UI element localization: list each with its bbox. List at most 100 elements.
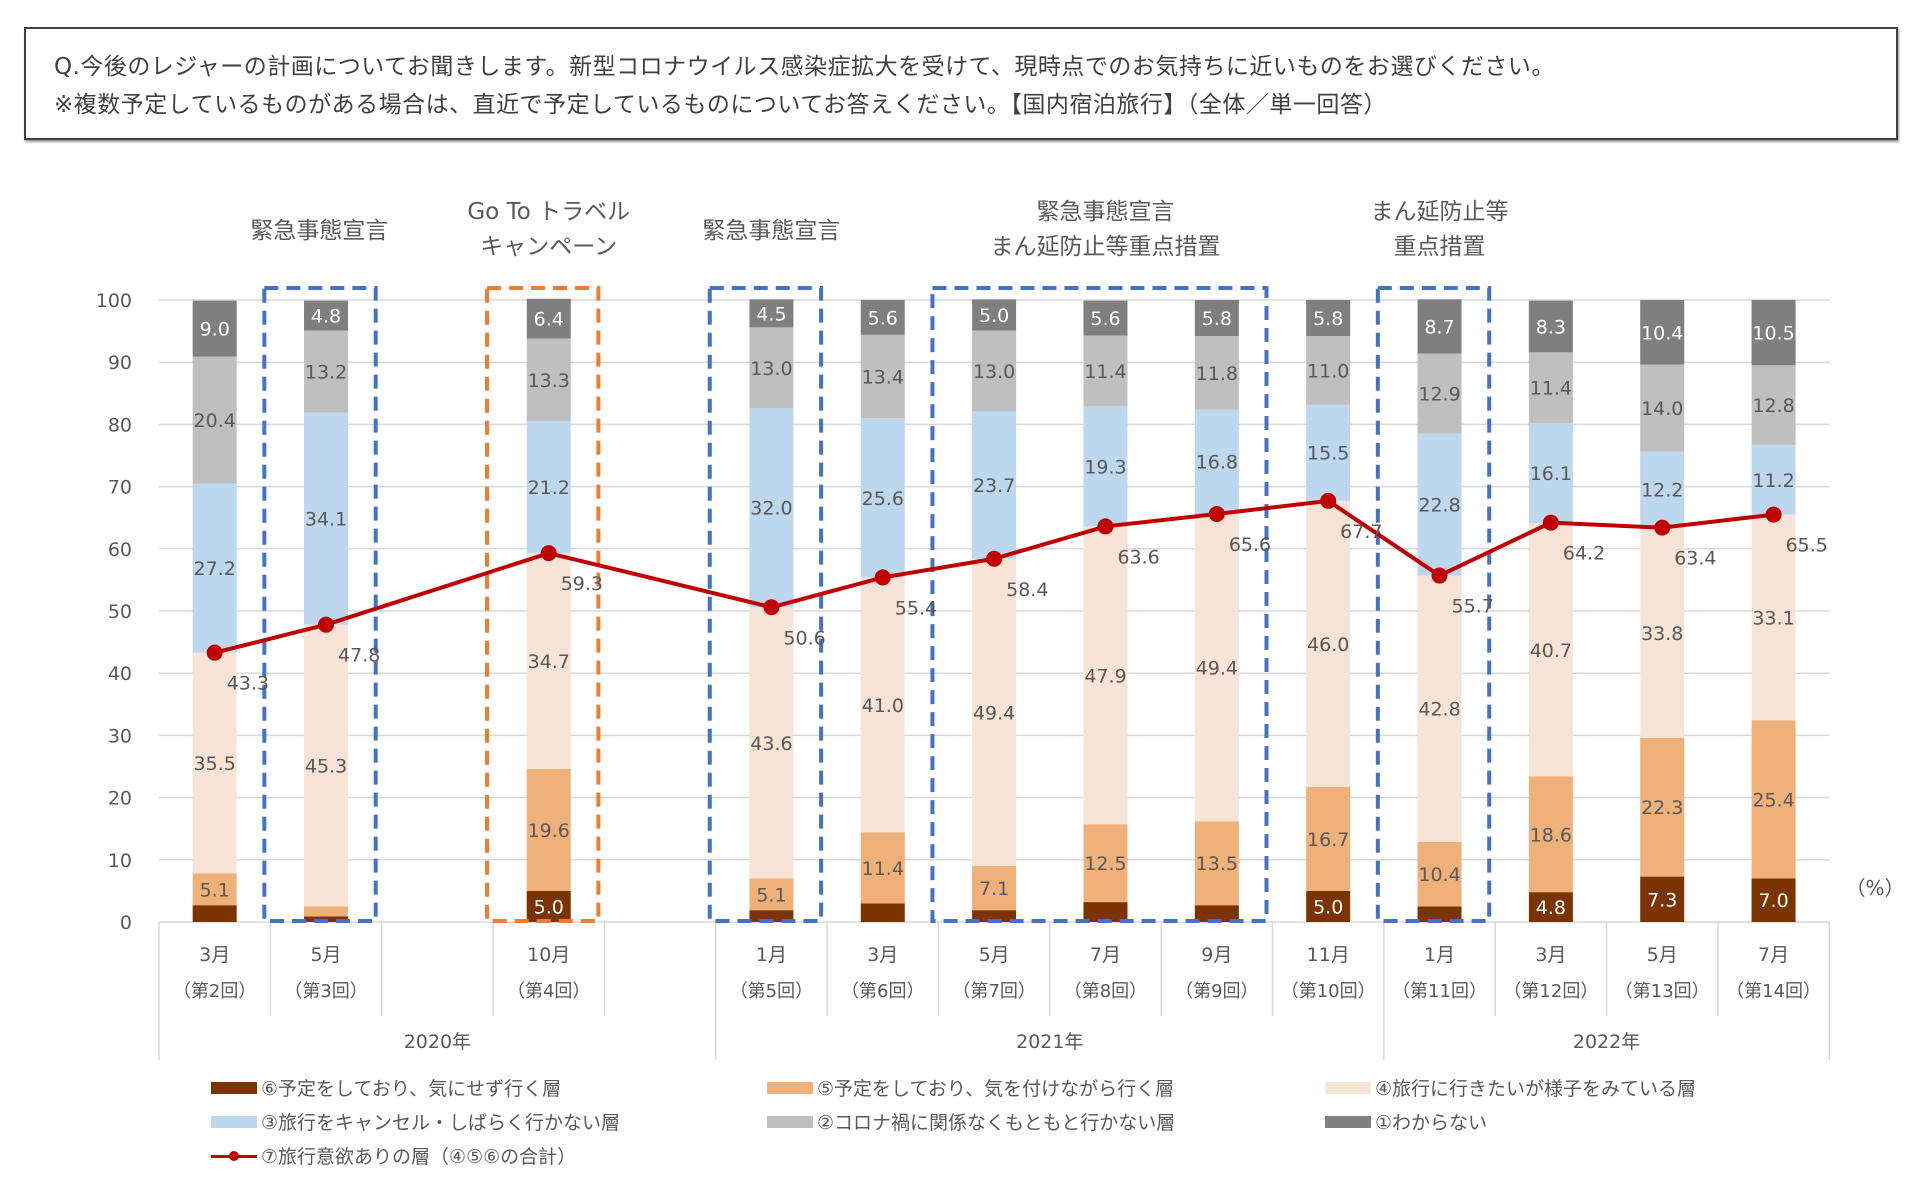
bar-segment-label: 19.6 [528,820,570,842]
legend-label: ②コロナ禍に関係なくもともと行かない層 [817,1112,1176,1134]
bar-segment-label: 5.8 [1202,308,1232,330]
total-line-label: 55.7 [1452,596,1494,618]
total-line-label: 65.6 [1229,534,1271,556]
highlight-box [707,286,824,923]
bar-segment [1306,336,1351,405]
bar-segment [749,327,794,409]
question-box: Q.今後のレジャーの計画についてお聞きします。新型コロナウイルス感染症拡大を受け… [24,27,1898,140]
total-line-point [206,644,223,661]
legend-label: ⑥予定をしており、気にせず行く層 [261,1078,562,1100]
bar-segment [1528,892,1573,922]
x-year-label: 2022年 [1573,1031,1640,1053]
legend-swatch [1325,1081,1371,1094]
bar-segment [1417,841,1462,907]
bar-segment-label: 10.4 [1418,864,1460,886]
bar-segment [972,910,1017,922]
bar-segment-label: 23.7 [973,475,1015,497]
total-line-point [1208,505,1225,522]
bar-segment [1751,514,1796,721]
total-line-label: 63.6 [1117,546,1159,568]
bar-segment [972,330,1017,412]
bar-segment-label: 34.1 [305,509,347,531]
bar-segment [972,866,1017,911]
bar-segment-label: 15.5 [1307,443,1349,465]
total-line-point [318,616,335,633]
event-annotation: 緊急事態宣言 [702,218,840,244]
legend-item-line: ⑦旅行意欲ありの層（④⑤⑥の合計） [211,1142,576,1169]
y-tick-label: 100 [96,290,132,312]
bar-segment-label: 14.0 [1641,398,1683,420]
bar-segment-label: 13.3 [528,370,570,392]
bar-segment [1417,906,1462,922]
event-annotation: キャンペーン [480,234,617,260]
bar-segment-label: 21.2 [528,477,570,499]
bar-segment-label: 5.8 [1313,308,1343,330]
bar-segment-label: 5.6 [868,307,898,329]
bar-segment-label: 16.1 [1530,463,1572,485]
bar-segment-label: 47.9 [1084,665,1126,687]
legend-item: ⑥予定をしており、気にせず行く層 [211,1074,561,1101]
bar-segment [1194,336,1239,410]
bar-segment [1194,821,1239,906]
legend-swatch [1325,1115,1371,1128]
x-month-label: 1月 [756,944,787,966]
x-round-label: （第11回） [1392,981,1487,1002]
bar-segment [749,910,794,922]
bar-segment-label: 25.4 [1752,789,1794,811]
bar-segment-label: 11.8 [1196,363,1238,385]
bar-segment [1417,353,1462,434]
event-annotation: 重点措置 [1394,234,1486,260]
x-round-label: （第2回） [173,981,256,1002]
x-round-label: （第4回） [507,981,590,1002]
question-line-2: ※複数予定しているものがある場合は、直近で予定しているものについてお答えください… [54,92,1387,118]
legend-item: ④旅行に行きたいが様子をみている層 [1325,1074,1696,1101]
bar-segment-label: 4.5 [756,303,786,325]
bar-segment [860,418,905,578]
bar-segment [1751,720,1796,879]
bar-segment-label: 5.0 [1313,896,1343,918]
bar-segment [972,299,1017,331]
bar-segment [749,408,794,608]
total-line-label: 58.4 [1006,579,1048,601]
event-annotation: 緊急事態宣言 [1036,199,1174,225]
bar-segment-label: 40.7 [1530,640,1572,662]
total-line-label: 50.6 [783,627,825,649]
bar-segment-label: 12.9 [1418,384,1460,406]
bar-segment [1417,433,1462,576]
bar-segment-label: 20.4 [194,410,236,432]
y-tick-label: 30 [108,725,132,747]
bar-segment [1306,404,1351,501]
bar-segment-label: 12.5 [1084,853,1126,875]
bar-segment [1640,451,1685,528]
bar-segment-label: 10.4 [1641,322,1683,344]
bar-segment-label: 13.5 [1196,853,1238,875]
y-tick-label: 90 [108,352,132,374]
x-round-label: （第12回） [1503,981,1598,1002]
total-line-label: 55.4 [895,597,937,619]
bar-segment-label: 25.6 [862,488,904,510]
event-annotation: まん延防止等重点措置 [990,234,1220,260]
event-annotation: Go To トラベル [467,199,630,225]
bar-segment-label: 7.1 [979,878,1009,900]
bar-segment [1751,878,1796,922]
bar-segment [1306,890,1351,922]
legend-item: ③旅行をキャンセル・しばらく行かない層 [211,1108,620,1135]
bar-segment [1528,423,1573,524]
bar-segment [1083,300,1128,336]
total-line-point [1542,514,1559,531]
legend-label: ⑦旅行意欲ありの層（④⑤⑥の合計） [261,1146,577,1168]
bar-segment-label: 35.5 [194,753,236,775]
bar-segment [1528,776,1573,893]
bar-segment-label: 9.0 [200,319,230,341]
event-annotation: 緊急事態宣言 [250,218,388,244]
bar-segment [1528,523,1573,777]
x-round-label: （第3回） [284,981,367,1002]
bar-segment-label: 10.5 [1752,323,1794,345]
bar-segment [1417,299,1462,354]
bar-segment-label: 34.7 [528,651,570,673]
x-round-label: （第9回） [1175,981,1258,1002]
legend-swatch [767,1081,813,1094]
bar-segment-label: 11.0 [1307,360,1349,382]
bar-segment [1528,300,1573,353]
